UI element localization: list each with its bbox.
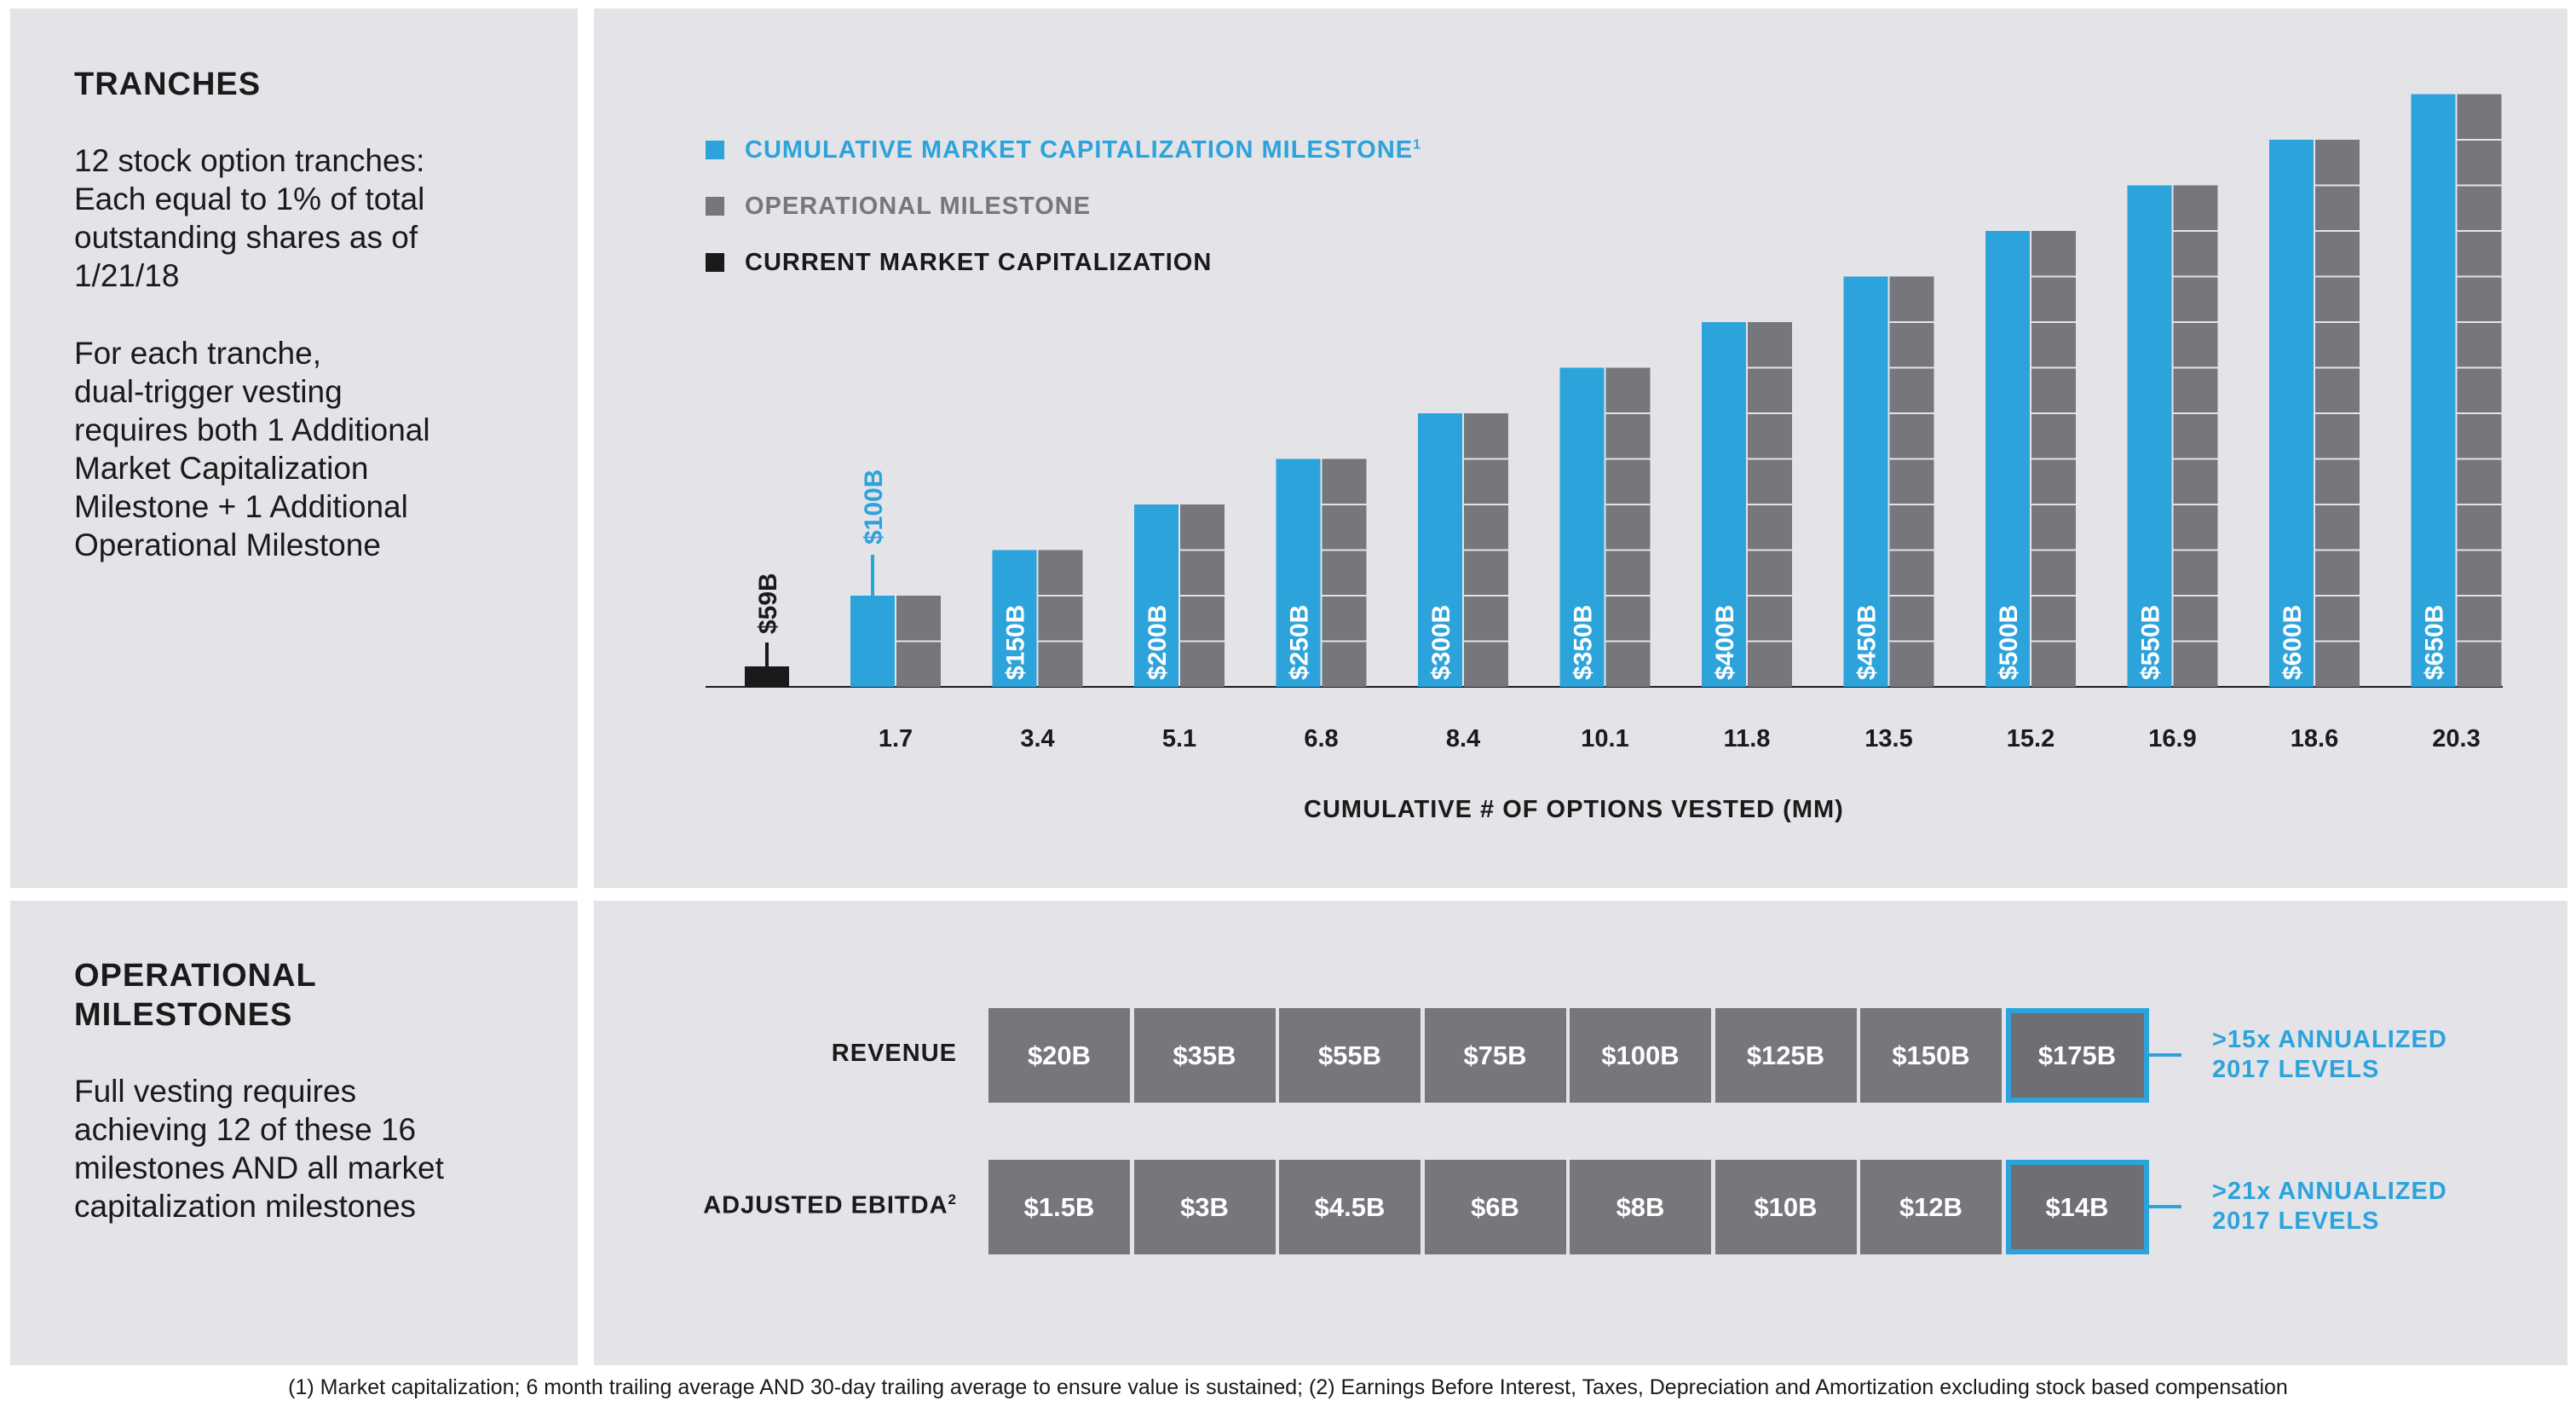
legend-swatch-gray (706, 197, 724, 216)
legend-item-market-cap-milestone: CUMULATIVE MARKET CAPITALIZATION MILESTO… (706, 133, 1421, 167)
current-market-cap-bar (745, 666, 789, 687)
legend-label: CUMULATIVE MARKET CAPITALIZATION MILESTO… (745, 135, 1422, 164)
bar-value-label: $150B (1002, 605, 1030, 680)
bar-value-label: $300B (1427, 605, 1455, 680)
revenue-note: >15x ANNUALIZED 2017 LEVELS (2212, 1026, 2447, 1083)
tranche-bar-chart: $59B $100B 1.7 $150B 3.4 $200B 5.1 $250B 6.8 $300… (706, 94, 2503, 752)
footnote: (1) Market capitalization; 6 month trail… (288, 1375, 2288, 1399)
x-tick-label: 8.4 (1446, 725, 1480, 752)
operational-milestone-bar (1038, 550, 1083, 687)
market-cap-milestone-bar (2411, 94, 2456, 687)
revenue-milestone-cell: $125B (1714, 1008, 1859, 1103)
legend-swatch-blue (706, 141, 724, 159)
operational-milestone-bar (1605, 367, 1651, 687)
revenue-milestone-cell: $75B (1424, 1008, 1568, 1103)
ebitda-note: >21x ANNUALIZED 2017 LEVELS (2212, 1178, 2447, 1235)
bar-value-label: $600B (2279, 605, 2307, 680)
ebitda-milestone-cell: $12B (1860, 1160, 2003, 1254)
bar-value-label: $400B (1711, 605, 1739, 680)
operational-panel (10, 901, 578, 1365)
market-cap-milestone-bar (1843, 276, 1888, 687)
operational-milestone-bar (2173, 185, 2218, 687)
tranches-description: 12 stock option tranches: Each equal to … (74, 143, 425, 293)
ebitda-connector (2149, 1205, 2181, 1208)
ebitda-milestone-cell: $1.5B (988, 1160, 1132, 1254)
x-tick-label: 15.2 (2007, 725, 2054, 752)
legend-item-operational-milestone: OPERATIONAL MILESTONE (706, 189, 1091, 223)
bar-value-label: $450B (1853, 605, 1882, 680)
milestones-panel (594, 901, 2567, 1365)
bar-value-label: $550B (2137, 605, 2165, 680)
bar-value-label: $100B (860, 470, 888, 545)
x-tick-label: 18.6 (2291, 725, 2338, 752)
bar-value-label: $200B (1144, 605, 1172, 680)
bar-value-label: $350B (1570, 605, 1598, 680)
market-cap-milestone-bar (992, 550, 1037, 687)
x-tick-label: 3.4 (1020, 725, 1054, 752)
market-cap-milestone-bar (1559, 367, 1605, 687)
x-axis-title: CUMULATIVE # OF OPTIONS VESTED (MM) (1304, 796, 1844, 823)
revenue-milestone-cell: $20B (988, 1008, 1132, 1103)
x-tick-label: 11.8 (1724, 725, 1771, 752)
x-tick-label: 6.8 (1304, 725, 1338, 752)
revenue-milestone-cell: $55B (1279, 1008, 1422, 1103)
market-cap-milestone-bar (1702, 322, 1746, 687)
x-tick-label: 1.7 (879, 725, 913, 752)
legend-label: OPERATIONAL MILESTONE (745, 192, 1092, 220)
legend-label: CURRENT MARKET CAPITALIZATION (745, 248, 1213, 276)
bar-value-label: $250B (1286, 605, 1314, 680)
legend-swatch-black (706, 253, 724, 272)
operational-milestone-bar (1889, 276, 1934, 687)
operational-milestone-bar (1322, 458, 1367, 687)
x-tick-label: 5.1 (1162, 725, 1196, 752)
revenue-milestone-cell: $35B (1133, 1008, 1277, 1103)
market-cap-milestone-bar (850, 596, 895, 687)
market-cap-milestone-bar (1276, 458, 1321, 687)
revenue-row-label: REVENUE (831, 1040, 957, 1067)
operational-milestone-bar (2457, 94, 2502, 687)
ebitda-milestone-cell: $8B (1570, 1160, 1713, 1254)
revenue-milestone-cell: $100B (1570, 1008, 1713, 1103)
bar-value-label: $500B (1995, 605, 2023, 680)
x-tick-label: 16.9 (2148, 725, 2196, 752)
revenue-milestone-cell: $175B (2005, 1008, 2149, 1103)
legend-item-current-market-cap: CURRENT MARKET CAPITALIZATION (706, 245, 1212, 280)
current-market-cap-label: $59B (754, 573, 782, 634)
x-tick-label: 10.1 (1581, 725, 1628, 752)
revenue-milestone-cell: $150B (1860, 1008, 2003, 1103)
bar-value-label: $650B (2421, 605, 2449, 680)
ebitda-milestone-cell: $14B (2005, 1160, 2149, 1254)
market-cap-milestone-bar (1985, 231, 2030, 687)
x-tick-label: 20.3 (2432, 725, 2480, 752)
tranches-heading: TRANCHES (74, 66, 262, 102)
ebitda-milestone-cell: $3B (1133, 1160, 1277, 1254)
market-cap-milestone-bar (2269, 140, 2314, 687)
market-cap-milestone-bar (1134, 504, 1179, 687)
market-cap-milestone-bar (2127, 185, 2172, 687)
market-cap-milestone-bar (1418, 413, 1462, 687)
tranches-vesting-description: For each tranche, dual-trigger vesting r… (74, 336, 430, 562)
ebitda-milestone-cell: $6B (1424, 1160, 1568, 1254)
ebitda-milestone-cell: $4.5B (1279, 1160, 1422, 1254)
operational-heading: OPERATIONAL MILESTONES (74, 958, 317, 1033)
operational-description: Full vesting requires achieving 12 of th… (74, 1074, 444, 1224)
ebitda-row-label: ADJUSTED EBITDA2 (703, 1191, 957, 1219)
ebitda-milestone-cell: $10B (1714, 1160, 1859, 1254)
tranches-panel (10, 9, 578, 888)
x-tick-label: 13.5 (1864, 725, 1912, 752)
revenue-connector (2149, 1053, 2181, 1057)
